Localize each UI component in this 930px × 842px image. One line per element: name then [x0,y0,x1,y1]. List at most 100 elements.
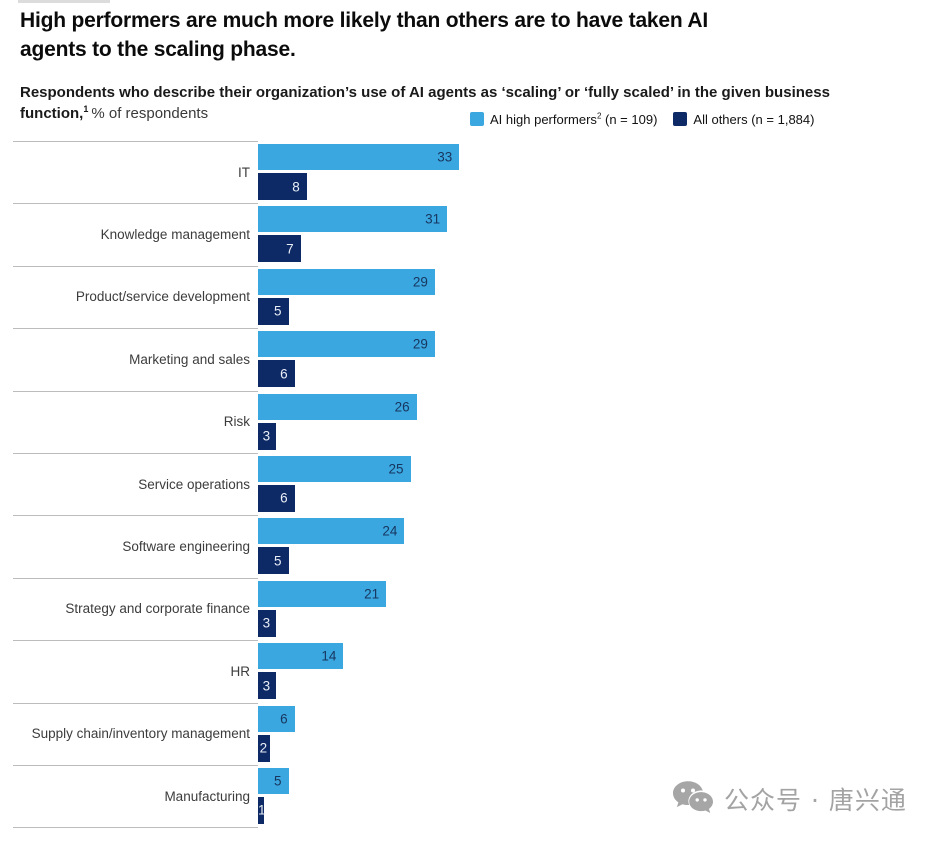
bar-ai-high-performers: 31 [258,206,448,233]
bar-all-others: 3 [258,609,277,637]
bar-value-label: 5 [273,773,282,789]
subtitle-bold-text: Respondents who describe their organizat… [20,84,830,122]
bar-ai-high-performers: 21 [258,580,387,607]
bar-group: 21 3 [258,578,930,640]
bar-value-label: 1 [258,802,266,818]
category-label: Manufacturing [164,788,250,804]
footnote-marker-1: 1 [83,104,89,114]
bar-ai-high-performers: 24 [258,518,405,545]
bar-value-label: 5 [273,303,282,319]
category-label-cell: Marketing and sales [13,328,258,390]
chart-row: Supply chain/inventory management 6 2 [0,702,930,765]
bar-value-label: 2 [259,740,268,756]
chart-row: Manufacturing 5 1 [0,764,930,827]
legend-item: All others (n = 1,884) [673,112,814,127]
bar-group: 6 2 [258,703,930,765]
bar-ai-high-performers: 5 [258,767,289,794]
bar-value-label: 3 [262,428,271,444]
category-label: Risk [223,414,250,430]
legend-swatch [470,112,484,126]
bar-value-label: 24 [382,523,398,539]
bar-group: 25 6 [258,453,930,515]
bar-group: 24 5 [258,515,930,577]
bar-value-label: 31 [425,211,441,227]
bar-all-others: 6 [258,360,295,388]
chart-row: Strategy and corporate finance 21 3 [0,577,930,640]
bar-chart: IT 33 8 Knowledge management 31 7 Produc… [0,141,930,829]
bar-group: 29 5 [258,266,930,328]
page-title: High performers are much more likely tha… [20,9,708,61]
chart-subtitle: Respondents who describe their organizat… [20,82,840,124]
chart-row: Service operations 25 6 [0,452,930,515]
bar-all-others: 5 [258,297,289,325]
category-label: Marketing and sales [129,351,250,367]
category-label-cell: Product/service development [13,265,258,328]
chart-row: HR 14 3 [0,640,930,702]
legend-label: All others (n = 1,884) [693,111,815,127]
category-label: HR [230,663,251,679]
category-label-cell: Risk [13,390,258,453]
chart-row: Knowledge management 31 7 [0,203,930,265]
bar-value-label: 33 [437,149,453,165]
bar-value-label: 3 [262,615,271,631]
bar-all-others: 3 [258,422,277,450]
bar-value-label: 29 [412,336,428,352]
subtitle-regular-text: % of respondents [91,105,209,122]
bar-all-others: 5 [258,547,289,575]
bar-group: 33 8 [258,141,930,203]
bar-ai-high-performers: 29 [258,331,435,358]
chart-row: Software engineering 24 5 [0,515,930,577]
category-label-cell: Supply chain/inventory management [13,702,258,765]
bar-ai-high-performers: 26 [258,393,417,420]
chart-row: Marketing and sales 29 6 [0,328,930,390]
category-label: Knowledge management [100,227,250,243]
category-label-cell: Software engineering [13,515,258,577]
category-label-cell: Service operations [13,452,258,515]
chart-row: Product/service development 29 5 [0,265,930,328]
bar-ai-high-performers: 6 [258,705,295,732]
category-label-cell: Knowledge management [13,203,258,265]
bar-all-others: 7 [258,235,301,263]
watermark: 公众号 · 唐兴通 [672,780,907,818]
category-label: Supply chain/inventory management [31,726,250,742]
category-label: Software engineering [122,539,250,555]
watermark-text: 公众号 · 唐兴通 [724,786,907,815]
chart-row: IT 33 8 [0,141,930,203]
wechat-icon [673,781,713,813]
bar-all-others: 6 [258,484,295,512]
chart-row: Risk 26 3 [0,390,930,453]
cropped-edge-artifact [18,0,110,3]
category-label: Strategy and corporate finance [65,601,250,617]
bar-group: 26 3 [258,391,930,453]
category-label-cell: Strategy and corporate finance [13,577,258,640]
category-label-cell: HR [13,640,258,702]
bar-value-label: 29 [412,274,428,290]
bar-all-others: 8 [258,173,307,200]
category-label: IT [238,164,250,180]
legend-item: AI high performers2 (n = 109) [470,112,657,127]
chart-bottom-divider [13,827,258,829]
bar-ai-high-performers: 33 [258,144,460,170]
bar-value-label: 8 [292,178,300,194]
bar-value-label: 26 [394,398,410,414]
bar-value-label: 25 [388,461,404,477]
bar-ai-high-performers: 25 [258,455,411,482]
chart-legend: AI high performers2 (n = 109) All others … [470,110,814,128]
bar-value-label: 5 [273,553,282,569]
category-label: Service operations [138,476,250,492]
bar-group: 5 1 [258,765,930,827]
bar-group: 14 3 [258,640,930,702]
bar-group: 29 6 [258,328,930,390]
bar-value-label: 6 [280,490,288,506]
bar-value-label: 3 [262,677,271,693]
category-label-cell: IT [13,141,258,203]
legend-swatch [673,112,688,126]
bar-value-label: 14 [321,648,337,664]
bar-value-label: 6 [280,710,288,726]
category-label-cell: Manufacturing [13,764,258,827]
bar-value-label: 6 [280,365,288,381]
bar-group: 31 7 [258,203,930,265]
bar-all-others: 3 [258,672,277,700]
bar-all-others: 1 [258,796,266,824]
bar-value-label: 7 [286,241,294,257]
